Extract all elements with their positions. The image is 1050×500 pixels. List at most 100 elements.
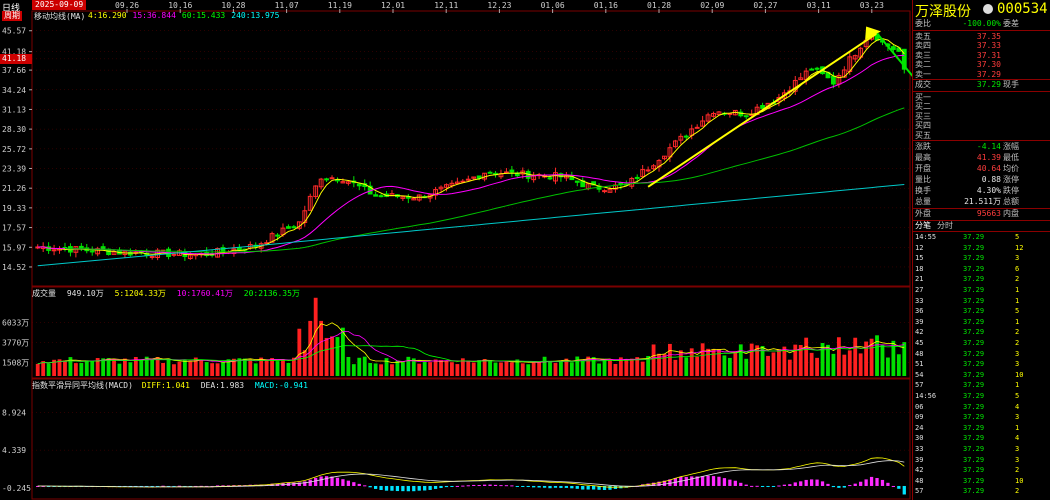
tick-row[interactable]: 54 37.29 10 bbox=[915, 371, 1049, 379]
tick-row[interactable]: 48 37.29 10 bbox=[915, 477, 1049, 485]
tick-row[interactable]: 39 37.29 3 bbox=[915, 456, 1049, 464]
volume-panel-frame bbox=[31, 286, 911, 379]
kline-chart-area[interactable]: 09.26 10.16 10.28 11.07 11.19 12.01 12.11 12.23… bbox=[0, 0, 912, 500]
volume-bar bbox=[193, 357, 198, 376]
candle-body bbox=[444, 184, 449, 188]
macd-bar bbox=[461, 485, 465, 487]
tick-row[interactable]: 42 37.29 2 bbox=[915, 466, 1049, 474]
volume-bar bbox=[101, 358, 106, 376]
bid-label: 买三 bbox=[915, 111, 931, 121]
ask-label: 卖五 bbox=[915, 32, 931, 41]
macd-bar bbox=[270, 483, 274, 486]
tick-row[interactable]: 06 37.29 4 bbox=[915, 403, 1049, 411]
tick-time: 14:56 bbox=[915, 392, 937, 400]
tick-row[interactable]: 24 37.29 1 bbox=[915, 424, 1049, 432]
date-tick-label: 09.26 bbox=[115, 1, 139, 10]
tick-row[interactable]: 12 37.29 12 bbox=[915, 244, 1049, 252]
volume-bar bbox=[346, 356, 351, 376]
tick-volume: 3 bbox=[1015, 254, 1020, 263]
volume-bar bbox=[613, 363, 618, 376]
macd-bar bbox=[597, 485, 601, 490]
tick-row[interactable]: 09 37.29 3 bbox=[915, 413, 1049, 421]
macd-bar bbox=[559, 485, 563, 488]
date-tick-label: 03.23 bbox=[860, 1, 884, 10]
tick-row[interactable]: 36 37.29 5 bbox=[915, 307, 1049, 315]
volume-bar bbox=[902, 342, 907, 376]
macd-bar bbox=[177, 485, 182, 487]
volume-bar bbox=[433, 359, 438, 376]
volume-bar bbox=[651, 344, 656, 376]
macd-bar bbox=[804, 479, 808, 486]
tick-price: 37.29 bbox=[963, 254, 985, 263]
indicator-name[interactable]: 移动均线(MA) bbox=[34, 12, 86, 21]
stat-label: 换手 bbox=[915, 186, 931, 195]
webi-value: -100.00% bbox=[962, 19, 1001, 28]
candle-body bbox=[127, 251, 133, 256]
tick-row[interactable]: 15 37.29 3 bbox=[915, 254, 1049, 262]
volume-bar bbox=[493, 362, 498, 376]
tick-row[interactable]: 18 37.29 6 bbox=[915, 265, 1049, 273]
tick-row[interactable]: 21 37.29 2 bbox=[915, 275, 1049, 283]
tick-volume: 10 bbox=[1015, 370, 1024, 379]
tick-price: 37.29 bbox=[963, 296, 985, 305]
period-label[interactable]: 日线 bbox=[2, 4, 21, 14]
tick-price: 37.29 bbox=[963, 286, 985, 294]
macd-bar bbox=[450, 485, 454, 487]
ma-legend-item: 15:36.844 bbox=[132, 11, 176, 20]
tick-row[interactable]: 42 37.29 2 bbox=[915, 328, 1049, 336]
tick-row[interactable]: 39 37.29 1 bbox=[915, 318, 1049, 326]
tick-time: 30 bbox=[915, 434, 924, 443]
tick-volume: 5 bbox=[1015, 233, 1020, 241]
date-tick-label: 01.16 bbox=[594, 1, 618, 10]
tick-row[interactable]: 57 37.29 1 bbox=[915, 381, 1049, 389]
tick-row[interactable]: 30 37.29 4 bbox=[915, 434, 1049, 442]
kline-chart[interactable]: 09.26 10.16 10.28 11.07 11.19 12.01 12.11 12.23… bbox=[0, 0, 912, 500]
candle-body bbox=[509, 169, 515, 173]
trend-arrow-head bbox=[865, 26, 882, 40]
macd-tick-label: 8.924 bbox=[2, 408, 26, 417]
price-tick-label: 45.57 bbox=[2, 27, 26, 36]
ask-price: 37.30 bbox=[976, 60, 1001, 70]
candle-body bbox=[329, 177, 335, 180]
tab-fenbi[interactable]: 分笔 bbox=[915, 221, 931, 230]
macd-bar bbox=[608, 485, 612, 490]
price-panel-frame bbox=[31, 10, 911, 287]
candle-body bbox=[672, 140, 678, 148]
volume-bar bbox=[684, 357, 689, 376]
stat-label-2: 涨停 bbox=[1003, 175, 1019, 184]
volume-bar bbox=[842, 354, 847, 376]
macd-bar bbox=[799, 481, 803, 486]
macd-bar bbox=[700, 476, 705, 486]
macd-bar bbox=[308, 479, 312, 486]
divider bbox=[913, 208, 1050, 209]
tick-row[interactable]: 33 37.29 3 bbox=[915, 445, 1049, 453]
macd-bar bbox=[499, 485, 503, 487]
tick-row[interactable]: 48 37.29 3 bbox=[915, 350, 1049, 358]
tick-time: 57 bbox=[915, 381, 924, 390]
tick-row[interactable]: 27 37.29 1 bbox=[915, 286, 1049, 294]
volume-bar bbox=[755, 345, 760, 376]
tick-row[interactable]: 57 37.29 2 bbox=[915, 487, 1049, 495]
candle-body bbox=[51, 249, 57, 252]
candle-body bbox=[111, 251, 117, 255]
tick-row[interactable]: 14:56 37.29 5 bbox=[915, 392, 1049, 400]
period-tab[interactable]: 周期 bbox=[2, 11, 22, 21]
tick-row[interactable]: 14:55 37.29 5 bbox=[915, 233, 1049, 241]
macd-diff: DIFF:1.041 bbox=[141, 381, 190, 390]
tick-volume: 4 bbox=[1015, 402, 1020, 411]
volume-bar bbox=[564, 358, 569, 376]
macd-bar bbox=[482, 484, 487, 486]
ma-legend: 4:16.290 15:36.844 60:15.433 240:13.975 bbox=[88, 11, 285, 20]
ma-legend-item: 4:16.290 bbox=[88, 11, 127, 20]
tick-row[interactable]: 45 37.29 2 bbox=[915, 339, 1049, 347]
volume-bar bbox=[199, 359, 204, 376]
tab-fenshi[interactable]: 分时 bbox=[937, 221, 953, 230]
volume-total: 949.10万 bbox=[66, 289, 104, 298]
macd-bar bbox=[657, 481, 661, 486]
tick-row[interactable]: 51 37.29 3 bbox=[915, 360, 1049, 368]
tick-row[interactable]: 33 37.29 1 bbox=[915, 297, 1049, 305]
divider bbox=[913, 220, 1050, 221]
macd-bar bbox=[586, 485, 590, 490]
macd-bar bbox=[161, 485, 165, 487]
volume-bar bbox=[875, 335, 879, 376]
